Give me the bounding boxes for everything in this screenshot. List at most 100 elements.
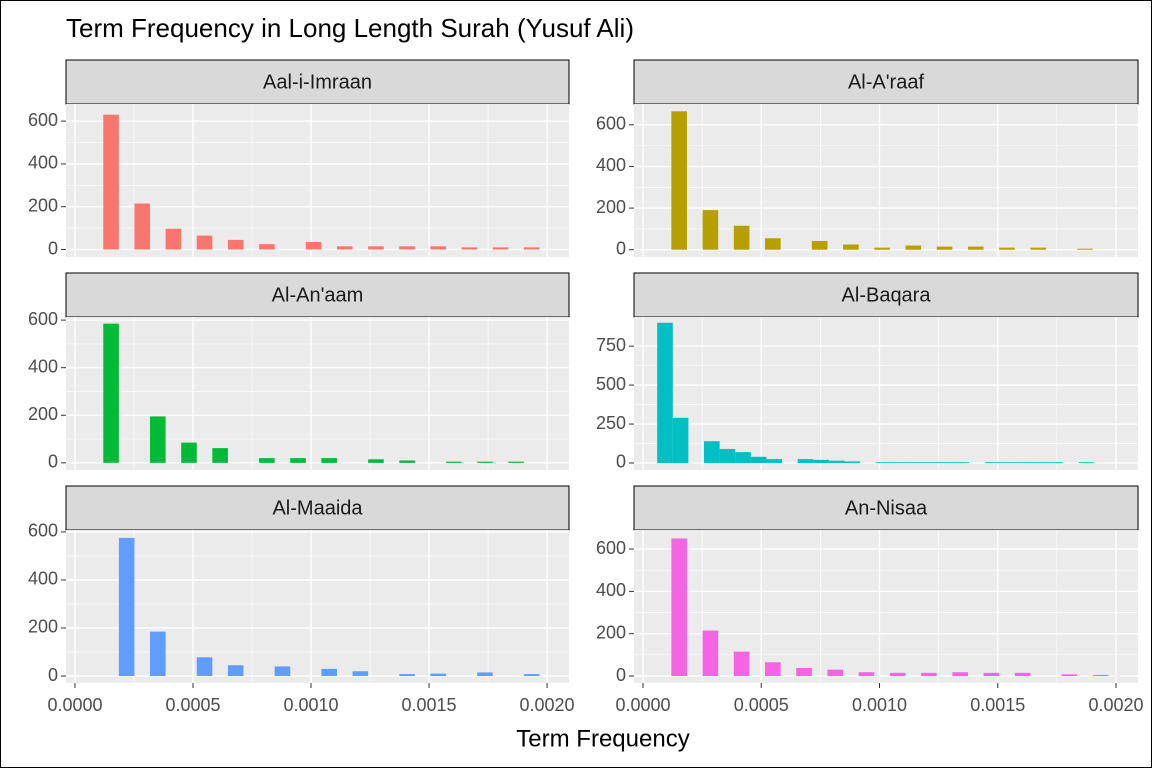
y-tick-label: 400 [596,580,626,600]
bar [1014,672,1031,677]
y-tick-label: 0 [48,665,58,685]
bar [702,630,719,677]
bar [461,247,478,250]
y-tick-label: 200 [596,197,626,217]
y-tick-label: 600 [596,114,626,134]
y-tick-label: 0 [616,665,626,685]
bar [1016,462,1032,463]
x-tick-label: 0.0005 [165,695,220,715]
bar [828,460,845,463]
bar [274,666,291,677]
y-tick-label: 200 [28,195,58,215]
bar [196,235,213,250]
bar [165,228,182,250]
bar [103,323,119,463]
y-tick-label: 600 [28,309,58,329]
bar [321,668,337,677]
bar [1077,248,1093,250]
y-tick-label: 200 [596,622,626,642]
y-tick-label: 600 [596,538,626,558]
panel [66,317,569,470]
x-tick-label: 0.0000 [47,695,102,715]
y-tick-label: 400 [28,569,58,589]
bar [196,657,213,677]
bar [321,458,337,463]
y-tick-label: 400 [28,356,58,376]
x-tick-label: 0.0010 [852,695,907,715]
bar [1047,462,1064,463]
bar [843,244,859,250]
strip [65,59,570,105]
bar [477,672,493,677]
bar [259,244,275,250]
y-tick-label: 750 [596,335,626,355]
x-tick-label: 0.0000 [615,695,670,715]
y-tick-label: 600 [28,521,58,541]
x-tick-label: 0.0020 [1088,695,1143,715]
strip [633,485,1139,531]
bar [875,462,892,463]
y-tick-label: 0 [616,238,626,258]
bar [305,242,322,250]
bar [765,238,781,250]
bar [766,459,783,463]
bar [906,462,923,463]
bar [1061,674,1078,677]
bar [399,460,415,463]
bar [227,665,244,677]
bar [290,458,306,463]
bar [750,456,767,463]
y-tick-label: 600 [28,110,58,130]
y-tick-label: 500 [596,374,626,394]
bar [999,247,1015,250]
bar [719,448,736,463]
x-tick-label: 0.0010 [283,695,338,715]
bar [1000,462,1017,463]
bar [735,452,751,463]
bar [765,662,781,677]
y-tick-label: 200 [28,404,58,424]
bar [134,203,151,250]
bar [984,462,1001,463]
x-tick-label: 0.0020 [520,695,575,715]
facet-title: Al-Maaida [272,497,363,519]
y-tick-label: 400 [28,153,58,173]
bar [368,246,384,250]
bar [1092,674,1109,677]
strip [633,59,1139,105]
bar [953,462,970,463]
bar [399,674,415,677]
bar [796,667,812,677]
bar [430,673,447,677]
y-tick-label: 0 [616,452,626,472]
bar [952,672,968,677]
bar [891,462,907,463]
bar [671,111,687,250]
bar [672,417,689,463]
bar [368,459,384,463]
bar [905,245,922,250]
bar [430,246,447,250]
facet-title: Al-Baqara [842,284,932,306]
bar [657,322,673,463]
bar [921,672,937,677]
panel [66,530,569,683]
bar [508,461,524,463]
bar [733,651,750,677]
bar [671,538,687,677]
facet-title: Aal-i-Imraan [263,71,372,93]
bar [874,247,890,250]
bar [733,225,750,250]
bar [446,461,462,463]
bar [1030,247,1046,250]
y-tick-label: 250 [596,413,626,433]
bar [523,247,540,250]
bar [704,441,720,463]
bar [103,114,119,250]
x-tick-label: 0.0015 [401,695,456,715]
x-tick-label: 0.0005 [734,695,789,715]
y-tick-label: 400 [596,155,626,175]
bar [922,462,939,463]
